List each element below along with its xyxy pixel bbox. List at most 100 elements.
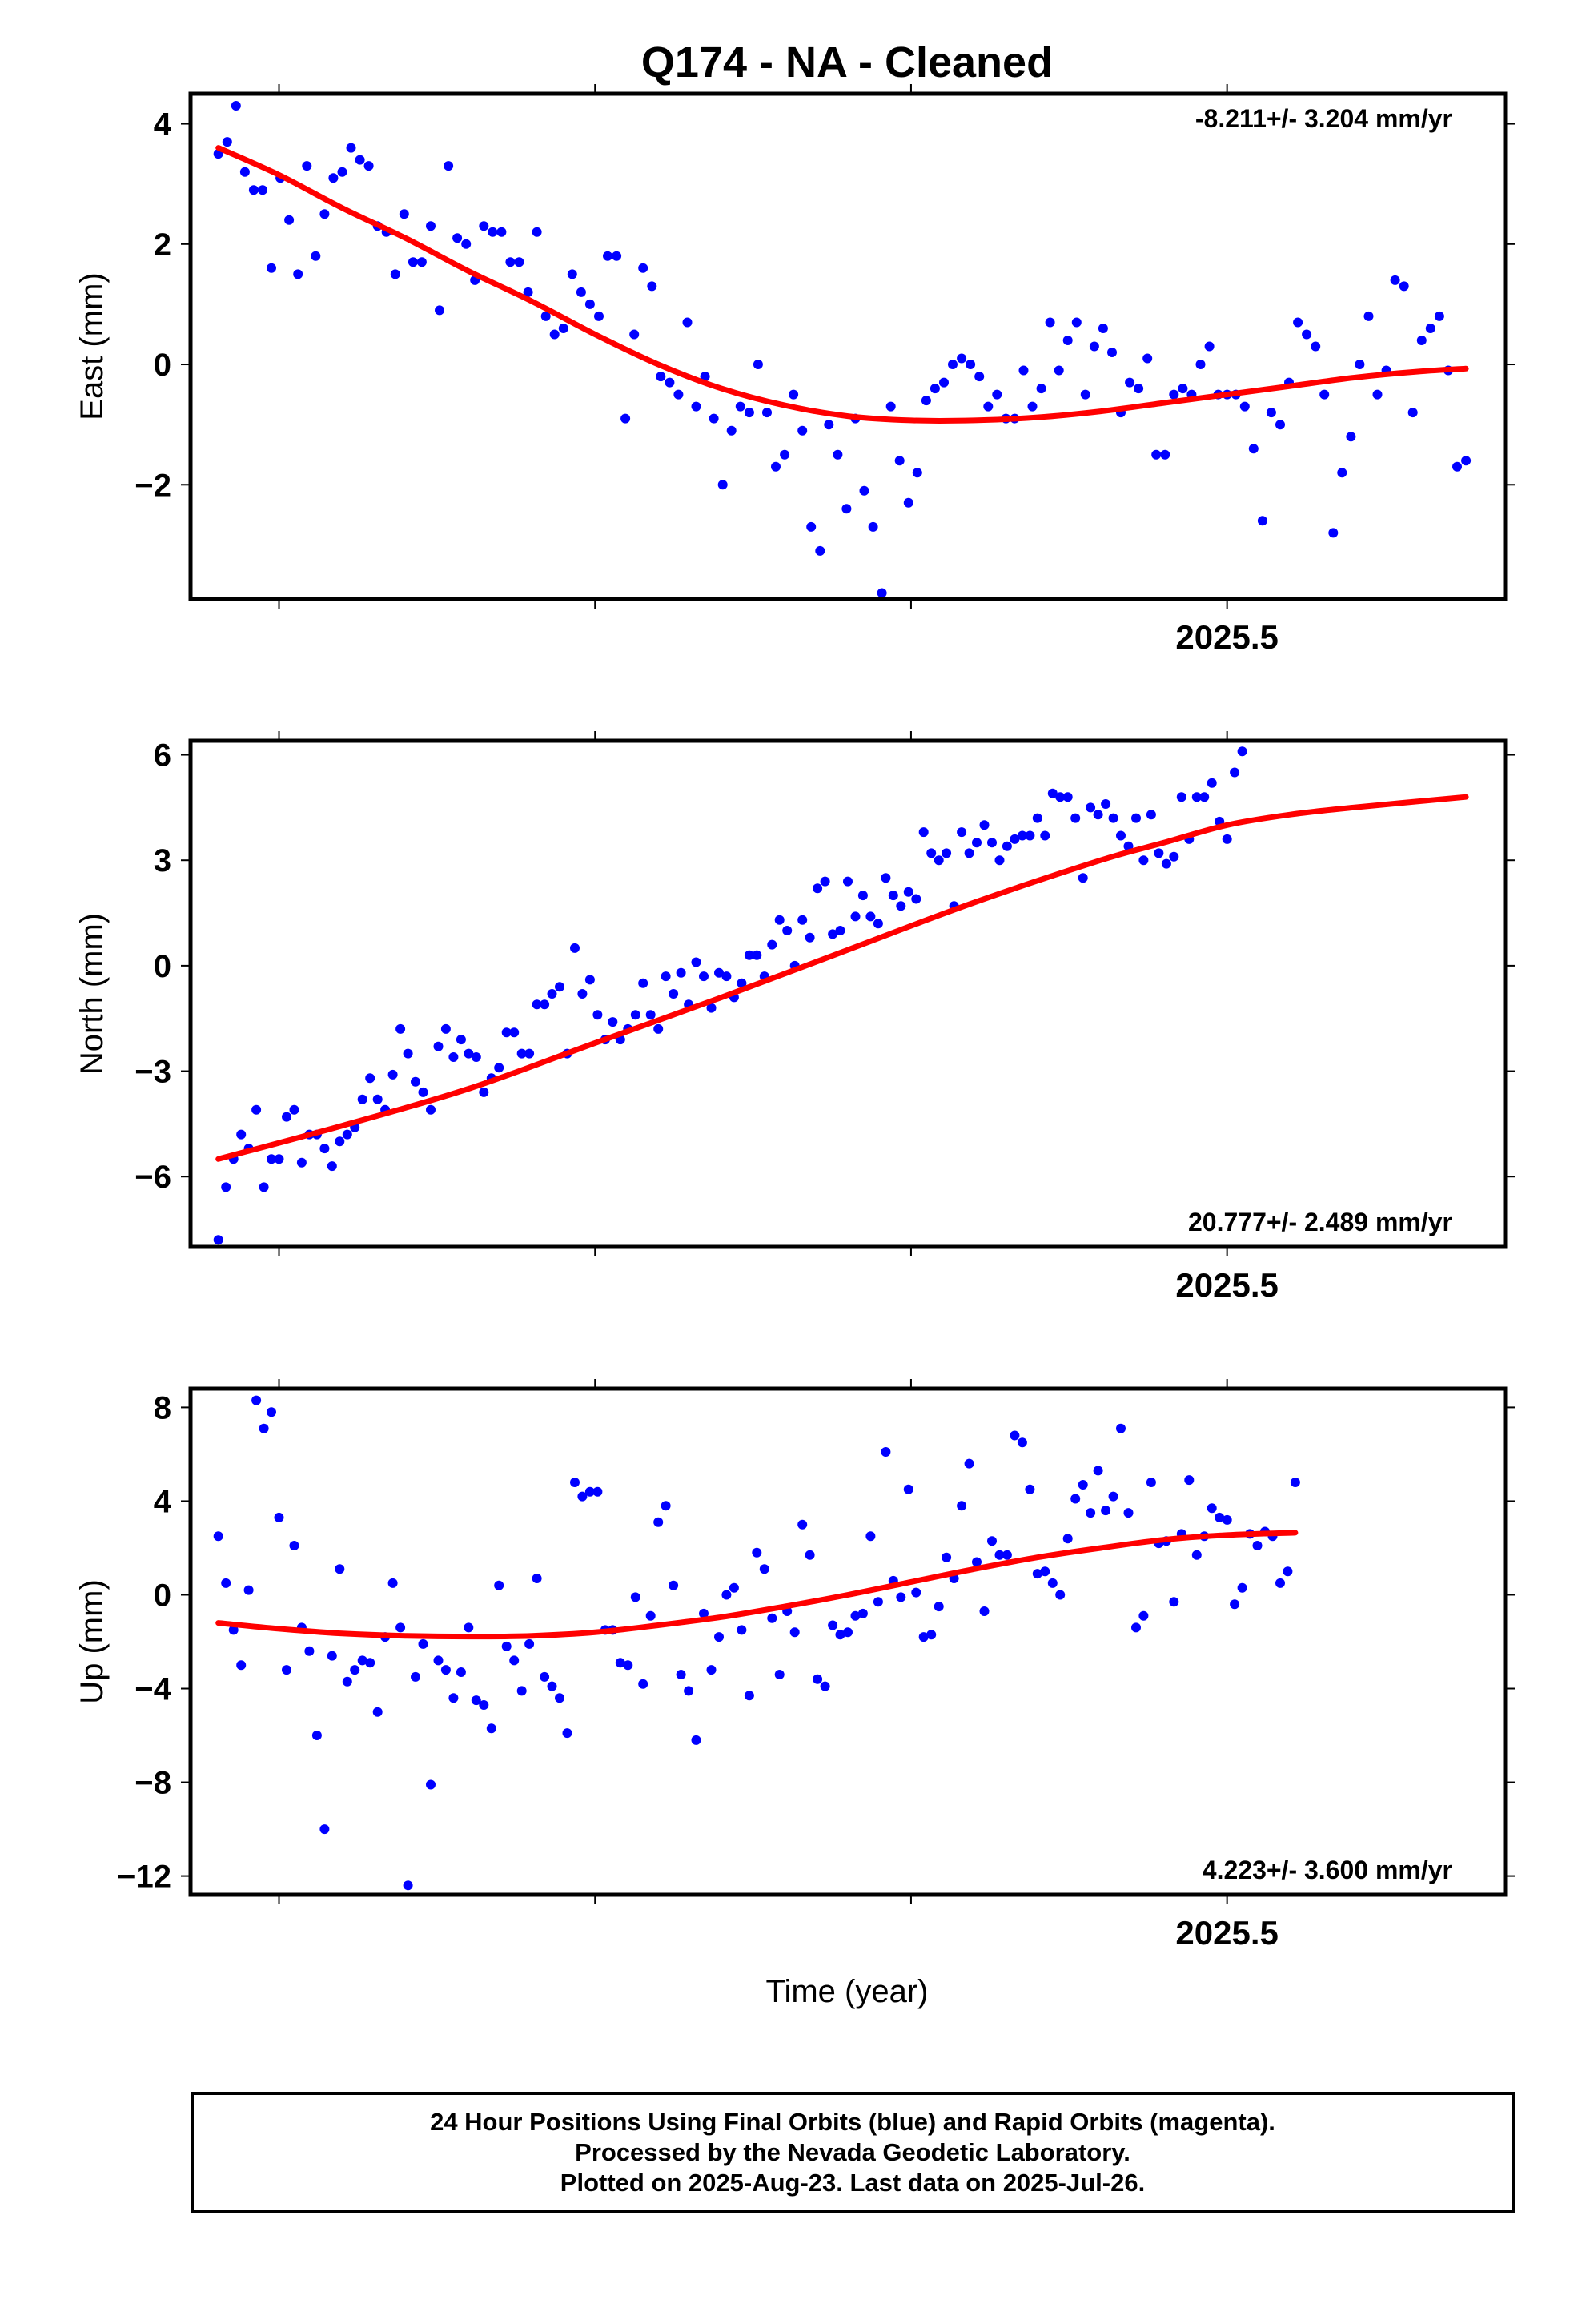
north-data-point: [752, 950, 762, 960]
east-data-point: [629, 329, 640, 340]
north-data-point: [1116, 830, 1126, 841]
north-data-point: [638, 978, 648, 988]
east-data-point: [540, 311, 551, 321]
north-data-point: [540, 999, 550, 1010]
east-data-point: [1425, 324, 1435, 333]
east-data-point: [612, 251, 622, 261]
east-data-point: [753, 360, 763, 369]
up-data-point: [555, 1693, 564, 1703]
up-data-point: [387, 1578, 398, 1588]
up-data-point: [1146, 1478, 1156, 1487]
north-data-point: [805, 932, 815, 943]
up-data-point: [1025, 1484, 1035, 1494]
north-data-point: [653, 1023, 664, 1034]
north-plot-frame: [188, 738, 1508, 1249]
north-data-point: [1010, 834, 1020, 844]
north-data-point: [236, 1129, 247, 1140]
north-data-point: [850, 911, 861, 922]
footer-line-3: Plotted on 2025-Aug-23. Last data on 202…: [560, 2169, 1146, 2197]
north-data-point: [426, 1104, 436, 1115]
east-data-point: [603, 251, 612, 261]
north-data-point: [645, 1010, 656, 1020]
up-data-point: [1230, 1599, 1240, 1610]
north-data-point: [440, 1023, 451, 1034]
x-axis-label: Time (year): [766, 1974, 929, 2009]
north-data-point: [584, 975, 595, 985]
up-data-point: [1191, 1550, 1202, 1560]
north-data-point: [706, 1003, 717, 1013]
up-data-point: [319, 1824, 330, 1835]
east-data-point: [647, 281, 657, 292]
north-y-tick-label: 0: [154, 949, 171, 984]
north-data-point: [267, 1154, 276, 1164]
north-data-point: [357, 1094, 367, 1104]
north-data-point: [1025, 830, 1035, 841]
east-data-point: [1107, 348, 1117, 357]
up-data-point: [243, 1585, 254, 1595]
east-data-point: [231, 101, 241, 111]
east-data-point: [523, 287, 533, 297]
north-data-point: [1138, 855, 1149, 866]
east-data-point: [1257, 516, 1267, 526]
up-data-point: [532, 1574, 542, 1583]
up-y-tick-label: −8: [135, 1766, 171, 1801]
east-data-point: [1036, 384, 1046, 394]
up-data-point: [934, 1602, 944, 1612]
east-data-point: [1080, 389, 1090, 400]
up-data-point: [592, 1486, 603, 1497]
east-x-tick-label: 2025.5: [1175, 618, 1278, 656]
north-data-point: [289, 1104, 299, 1115]
east-data-point: [735, 401, 745, 412]
up-data-point: [964, 1458, 974, 1469]
up-data-point: [767, 1613, 777, 1623]
north-data-point: [387, 1069, 398, 1080]
up-data-point: [1275, 1578, 1285, 1588]
east-y-tick-label: −2: [135, 468, 171, 503]
east-plot-frame: [188, 91, 1508, 601]
footer-caption-box: 24 Hour Positions Using Final Orbits (bl…: [191, 2092, 1515, 2213]
up-data-point: [456, 1667, 466, 1677]
east-data-point: [797, 425, 808, 436]
east-data-point: [921, 396, 931, 406]
up-data-point: [1169, 1597, 1179, 1607]
up-data-point: [440, 1665, 451, 1675]
east-data-point: [656, 372, 666, 382]
east-data-point: [594, 311, 604, 321]
north-data-point: [828, 929, 838, 939]
up-data-point: [509, 1655, 520, 1666]
up-data-point: [706, 1665, 717, 1675]
east-data-point: [1142, 353, 1153, 364]
north-data-point: [327, 1161, 337, 1172]
up-data-point: [311, 1731, 322, 1740]
up-data-point: [365, 1658, 375, 1668]
east-data-point: [665, 377, 675, 388]
up-data-point: [615, 1658, 625, 1668]
north-data-point: [251, 1104, 262, 1115]
up-data-point: [494, 1580, 504, 1590]
up-data-point: [987, 1536, 997, 1546]
east-data-point: [1452, 461, 1462, 472]
east-data-point: [1018, 365, 1029, 376]
north-data-point: [221, 1182, 231, 1192]
up-data-point: [661, 1501, 671, 1511]
north-data-point: [1070, 813, 1081, 823]
up-data-point: [448, 1693, 459, 1703]
north-data-point: [274, 1154, 284, 1164]
east-data-point: [762, 408, 772, 418]
up-data-point: [1131, 1622, 1141, 1633]
up-data-point: [327, 1651, 337, 1661]
east-data-point: [479, 221, 489, 231]
east-data-point: [1399, 281, 1409, 292]
east-data-point: [505, 257, 516, 267]
north-data-point: [1093, 810, 1103, 820]
up-data-point: [1017, 1437, 1027, 1448]
up-data-point: [1215, 1512, 1225, 1522]
up-data-point: [903, 1484, 913, 1494]
up-data-point: [403, 1880, 413, 1891]
north-data-point: [532, 999, 542, 1010]
east-data-point: [444, 161, 454, 171]
north-trend-fit-line: [215, 794, 1469, 1162]
up-data-point: [857, 1608, 868, 1618]
north-data-point: [813, 883, 823, 894]
